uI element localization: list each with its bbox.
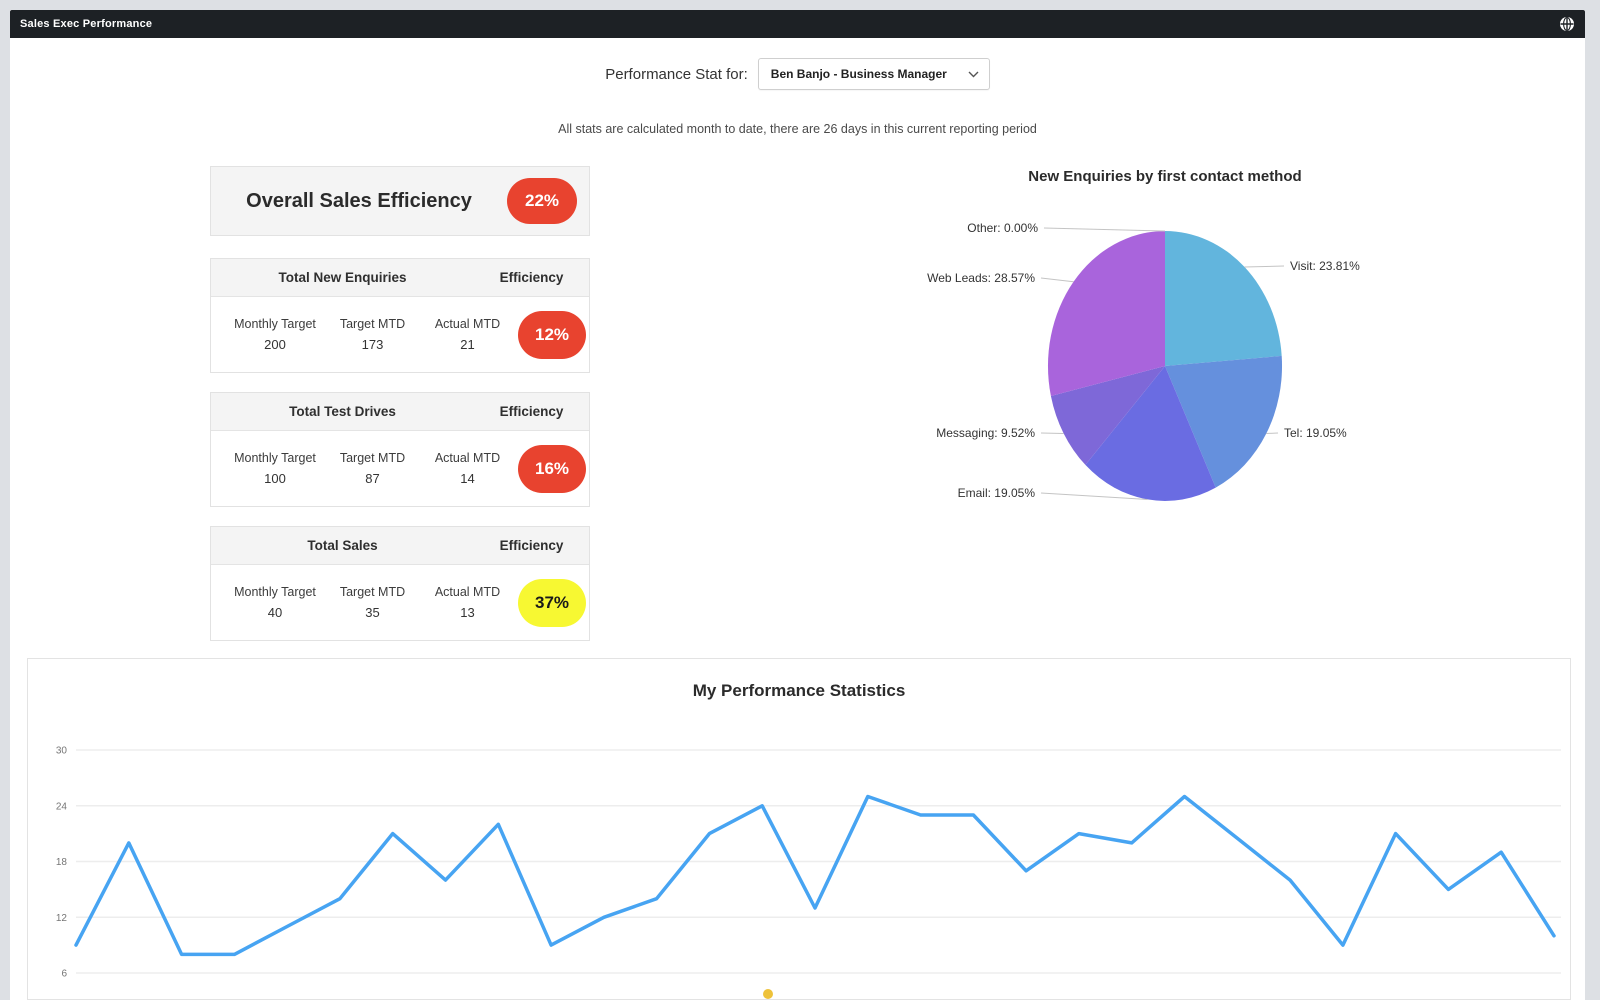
pie-label-leader (1040, 432, 1064, 434)
line-chart-title: My Performance Statistics (692, 681, 906, 700)
performance-line-series (74, 794, 1556, 957)
metric-target-mtd: Target MTD 87 (325, 451, 420, 486)
metric-label: Target MTD (339, 451, 406, 465)
metric-label: Monthly Target (234, 317, 316, 331)
metric-label: Actual MTD (434, 585, 501, 599)
metric-columns: Monthly Target 100 Target MTD 87 Actual … (211, 451, 515, 486)
stat-card-body: Monthly Target 100 Target MTD 87 Actual … (211, 431, 589, 506)
pie-label-leader (1244, 265, 1285, 268)
report-note: All stats are calculated month to date, … (558, 122, 1037, 136)
metric-value: 13 (460, 605, 475, 620)
globe-icon[interactable] (1559, 16, 1575, 32)
metric-label: Monthly Target (234, 451, 316, 465)
efficiency-header: Efficiency (499, 538, 564, 553)
efficiency-badge: 16% (518, 444, 586, 493)
pie-chart-title: New Enquiries by first contact method (1028, 168, 1302, 185)
pie-label-leader (1266, 432, 1279, 434)
metric-columns: Monthly Target 40 Target MTD 35 Actual M… (211, 585, 515, 620)
metric-label: Target MTD (339, 317, 406, 331)
line-chart: 30 24 18 12 6 (41, 701, 1567, 999)
performance-stat-label: Performance Stat for: (605, 65, 748, 83)
metric-monthly-target: Monthly Target 40 (225, 585, 325, 620)
pie-label-leader (1043, 227, 1166, 232)
metric-value: 200 (264, 337, 286, 352)
overall-efficiency-badge: 22% (507, 178, 577, 224)
stat-card-test-drives: Total Test Drives Efficiency Monthly Tar… (210, 392, 590, 507)
y-axis-tick-label: 24 (56, 801, 68, 812)
y-axis-tick-label: 12 (56, 913, 68, 924)
stat-card-body: Monthly Target 40 Target MTD 35 Actual M… (211, 565, 589, 640)
metric-target-mtd: Target MTD 35 (325, 585, 420, 620)
efficiency-header: Efficiency (499, 404, 564, 419)
pie-slice-label: Web Leads: 28.57% (927, 271, 1035, 285)
metric-value: 21 (460, 337, 475, 352)
overall-efficiency-card: Overall Sales Efficiency 22% (210, 166, 590, 236)
pie-label-leader (1040, 492, 1148, 500)
pie-chart: Visit: 23.81% Tel: 19.05% Email: 19.05% Mes… (920, 190, 1400, 520)
pie-slice-messaging (1050, 366, 1165, 465)
metric-label: Target MTD (339, 585, 406, 599)
metric-value: 40 (267, 605, 283, 620)
pie-slice-label: Other: 0.00% (967, 221, 1038, 235)
pie-slice-label: Tel: 19.05% (1284, 426, 1347, 440)
metric-value: 14 (460, 471, 475, 486)
efficiency-badge: 12% (518, 310, 586, 359)
line-chart-panel: My Performance Statistics 30 24 18 12 6 (27, 658, 1571, 1000)
stat-card-title: Total Test Drives (289, 404, 396, 419)
titlebar: Sales Exec Performance (10, 10, 1585, 38)
metric-actual-mtd: Actual MTD 14 (420, 451, 515, 486)
y-axis-tick-label: 6 (61, 969, 67, 980)
metric-value: 35 (365, 605, 380, 620)
pie-slice-visit (1165, 231, 1282, 366)
metric-label: Actual MTD (434, 317, 501, 331)
metric-target-mtd: Target MTD 173 (325, 317, 420, 352)
pie-slice-label: Visit: 23.81% (1290, 259, 1360, 273)
y-axis-tick-label: 18 (56, 857, 68, 868)
chevron-down-icon (968, 71, 979, 77)
app-window: Sales Exec Performance Performance Stat … (10, 10, 1585, 1000)
pie-slice-label: Messaging: 9.52% (936, 426, 1035, 440)
metric-value: 100 (264, 471, 286, 486)
pie-slice-email (1085, 366, 1216, 501)
stat-card-title: Total Sales (307, 538, 378, 553)
person-select-value: Ben Banjo - Business Manager (770, 67, 947, 81)
legend-dot (763, 989, 773, 999)
pie-chart-svg: Visit: 23.81% Tel: 19.05% Email: 19.05% Mes… (927, 221, 1360, 501)
metric-monthly-target: Monthly Target 100 (225, 451, 325, 486)
pie-slice-web-leads (1047, 231, 1165, 396)
efficiency-badge: 37% (518, 578, 586, 627)
stat-cards-column: Overall Sales Efficiency 22% Total New E… (210, 166, 590, 660)
app-title: Sales Exec Performance (20, 18, 153, 30)
stat-card-header: Total New Enquiries Efficiency (211, 259, 589, 297)
toolbar: Performance Stat for: Ben Banjo - Busine… (10, 58, 1585, 90)
metric-monthly-target: Monthly Target 200 (225, 317, 325, 352)
stat-card-new-enquiries: Total New Enquiries Efficiency Monthly T… (210, 258, 590, 373)
stat-card-total-sales: Total Sales Efficiency Monthly Target 40… (210, 526, 590, 641)
pie-slice-tel (1165, 355, 1283, 488)
metric-columns: Monthly Target 200 Target MTD 173 Actual… (211, 317, 515, 352)
metric-label: Actual MTD (434, 451, 501, 465)
metric-label: Monthly Target (234, 585, 316, 599)
person-select[interactable]: Ben Banjo - Business Manager (757, 58, 990, 90)
stat-card-title: Total New Enquiries (278, 270, 407, 285)
pie-label-leader (1040, 277, 1074, 283)
line-chart-svg: 30 24 18 12 6 (56, 746, 1561, 999)
stat-card-header: Total Sales Efficiency (211, 527, 589, 565)
metric-value: 173 (361, 337, 384, 352)
y-axis-tick-label: 30 (56, 746, 68, 757)
efficiency-header: Efficiency (499, 270, 564, 285)
stat-card-body: Monthly Target 200 Target MTD 173 Actual… (211, 297, 589, 372)
overall-efficiency-title: Overall Sales Efficiency (246, 189, 472, 212)
metric-value: 87 (365, 471, 380, 486)
stat-card-header: Total Test Drives Efficiency (211, 393, 589, 431)
metric-actual-mtd: Actual MTD 21 (420, 317, 515, 352)
pie-slice-label: Email: 19.05% (958, 486, 1036, 500)
metric-actual-mtd: Actual MTD 13 (420, 585, 515, 620)
